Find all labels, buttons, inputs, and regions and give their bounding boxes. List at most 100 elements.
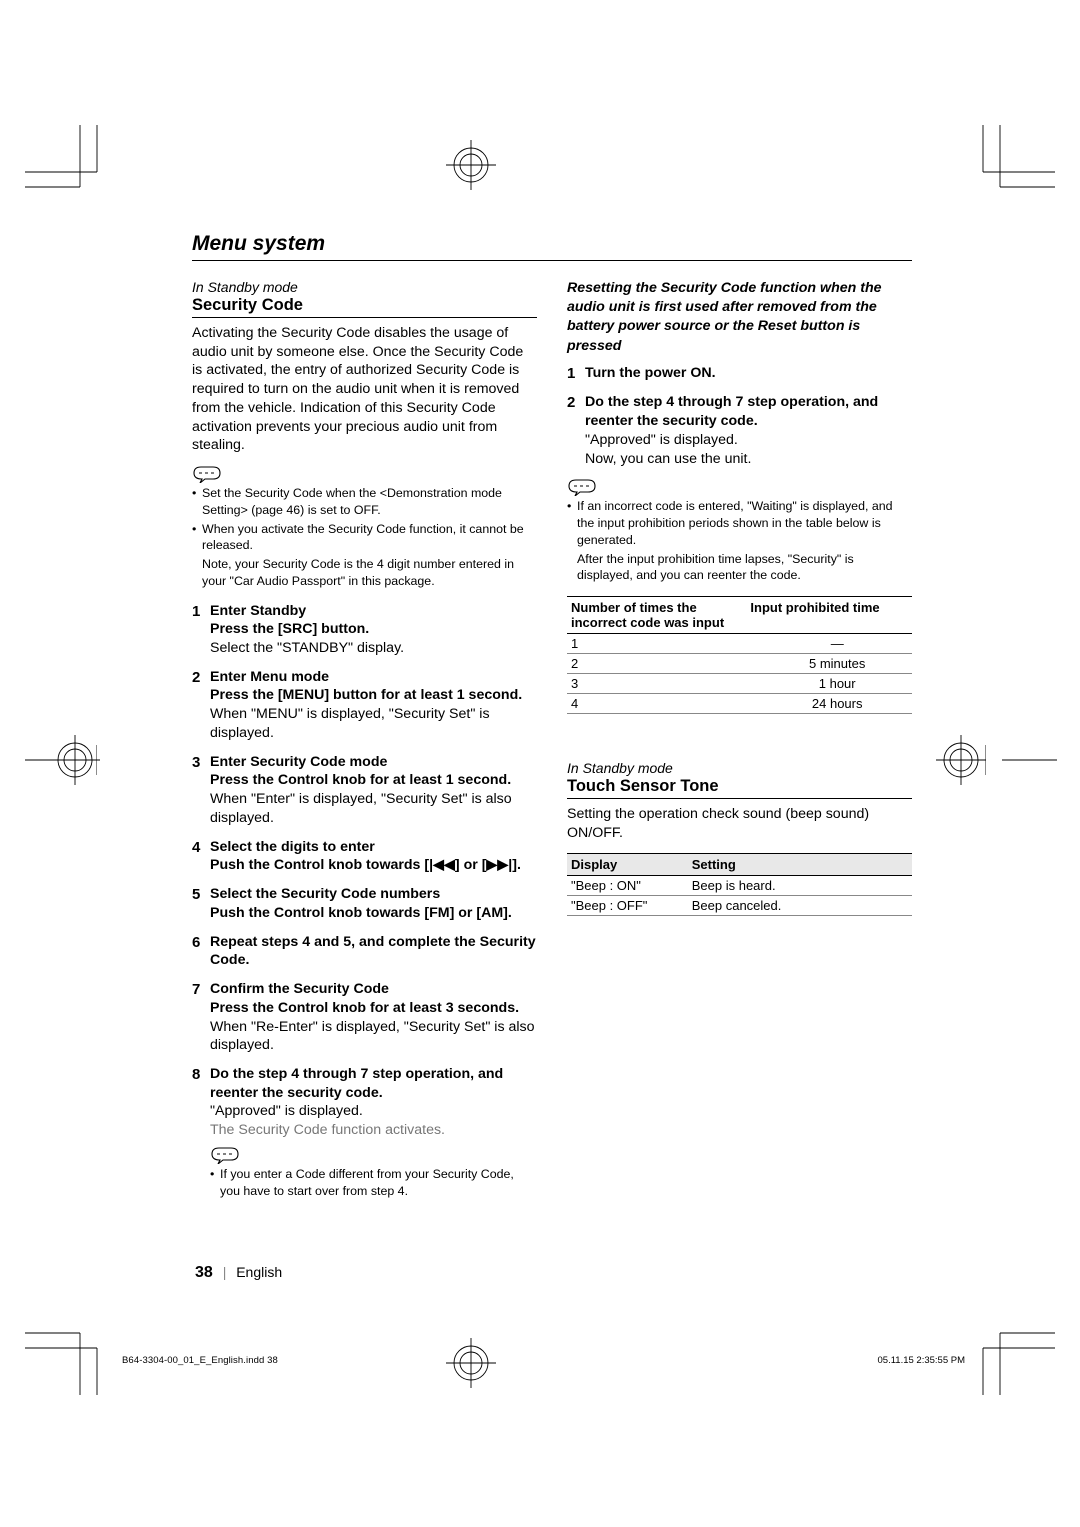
step: 2Enter Menu modePress the [MENU] button … [192,668,537,743]
touch-sensor-heading: Touch Sensor Tone [567,777,912,799]
table-cell: 1 hour [746,674,912,694]
table-row: 31 hour [567,674,912,694]
step: 7Confirm the Security CodePress the Cont… [192,980,537,1055]
step-text: "Approved" is displayed. [210,1102,537,1121]
step-number: 2 [192,668,210,743]
right-column: Resetting the Security Code function whe… [567,279,912,1211]
step-number: 7 [192,980,210,1055]
step: 1Turn the power ON. [567,364,912,384]
step: 5Select the Security Code numbersPush th… [192,885,537,922]
step-body: Enter Security Code modePress the Contro… [210,753,537,828]
timestamp: 05.11.15 2:35:55 PM [878,1355,966,1366]
step-bold: Press the Control knob for at least 1 se… [210,771,537,790]
manual-page: Menu system In Standby mode Security Cod… [192,232,912,1211]
step: 4Select the digits to enterPush the Cont… [192,838,537,875]
step-number: 1 [192,602,210,658]
note-icon [567,478,597,496]
table-row: "Beep : ON"Beep is heard. [567,875,912,895]
crop-mark-tr [865,125,1055,220]
table-cell: "Beep : OFF" [567,895,688,915]
note-text: If you enter a Code different from your … [220,1166,537,1199]
registration-mark-bottom [446,1338,496,1388]
step-body: Do the step 4 through 7 step operation, … [210,1065,537,1140]
table-header: Setting [688,853,912,875]
mode-label: In Standby mode [567,760,912,776]
step-bold: Do the step 4 through 7 step operation, … [210,1065,537,1102]
step-bold: Select the Security Code numbers [210,885,537,904]
step-bold: Do the step 4 through 7 step operation, … [585,393,912,430]
step-text: "Approved" is displayed. [585,431,912,450]
step: 8Do the step 4 through 7 step operation,… [192,1065,537,1140]
table-header: Number of times the incorrect code was i… [567,597,746,634]
step-bold: Turn the power ON. [585,364,912,383]
table-row: "Beep : OFF"Beep canceled. [567,895,912,915]
step-text: When "Re-Enter" is displayed, "Security … [210,1018,537,1055]
step-number: 1 [567,364,585,384]
step-body: Select the digits to enterPush the Contr… [210,838,537,875]
mode-label: In Standby mode [192,279,537,295]
step-bold: Enter Menu mode [210,668,537,687]
crop-mark-br [865,1300,1055,1395]
step-bold: Repeat steps 4 and 5, and complete the S… [210,933,537,970]
step-gray: The Security Code function activates. [210,1121,537,1140]
step-bold: Press the [MENU] button for at least 1 s… [210,686,537,705]
side-mark-left [25,735,97,785]
reset-steps: 1Turn the power ON.2Do the step 4 throug… [567,364,912,469]
table-header: Input prohibited time [746,597,912,634]
registration-mark-right [936,735,986,785]
reset-notes: •If an incorrect code is entered, "Waiti… [567,498,912,584]
table-cell: 2 [567,654,746,674]
step-number: 8 [192,1065,210,1140]
crop-mark-tl [25,125,215,220]
note-text: Set the Security Code when the <Demonstr… [202,485,537,518]
step-bold: Enter Standby [210,602,537,621]
beep-table: Display Setting "Beep : ON"Beep is heard… [567,853,912,916]
table-cell: "Beep : ON" [567,875,688,895]
note-continuation: After the input prohibition time lapses,… [577,551,912,584]
step-number: 5 [192,885,210,922]
page-footer: 38 | English [195,1264,282,1282]
step-bold: Press the Control knob for at least 3 se… [210,999,537,1018]
step: 3Enter Security Code modePress the Contr… [192,753,537,828]
step-bold: Select the digits to enter [210,838,537,857]
step: 2Do the step 4 through 7 step operation,… [567,393,912,468]
step-bold: Push the Control knob towards [|◀◀] or [… [210,856,537,875]
table-row: 424 hours [567,694,912,714]
step-body: Enter Menu modePress the [MENU] button f… [210,668,537,743]
step-number: 4 [192,838,210,875]
note-text: When you activate the Security Code func… [202,521,537,554]
crop-mark-bl [25,1300,215,1395]
touch-intro: Setting the operation check sound (beep … [567,805,912,842]
step-body: Confirm the Security CodePress the Contr… [210,980,537,1055]
security-code-heading: Security Code [192,296,537,318]
step-body: Enter StandbyPress the [SRC] button.Sele… [210,602,537,658]
step-text: When "Enter" is displayed, "Security Set… [210,790,537,827]
step-text: When "MENU" is displayed, "Security Set"… [210,705,537,742]
side-mark-right [985,735,1057,785]
table-cell: 5 minutes [746,654,912,674]
prohibition-table: Number of times the incorrect code was i… [567,596,912,714]
security-steps: 1Enter StandbyPress the [SRC] button.Sel… [192,602,537,1140]
step-text: Select the "STANDBY" display. [210,639,537,658]
step-bold: Enter Security Code mode [210,753,537,772]
table-row: 1— [567,634,912,654]
table-row: 25 minutes [567,654,912,674]
page-title: Menu system [192,232,912,256]
note-text: If an incorrect code is entered, "Waitin… [577,498,912,548]
page-language: English [236,1264,282,1280]
step-number: 6 [192,933,210,970]
step-body: Do the step 4 through 7 step operation, … [585,393,912,468]
step: 6Repeat steps 4 and 5, and complete the … [192,933,537,970]
title-rule [192,260,912,261]
step-number: 2 [567,393,585,468]
security-notes: •Set the Security Code when the <Demonst… [192,485,537,589]
table-cell: — [746,634,912,654]
table-cell: 1 [567,634,746,654]
table-cell: 3 [567,674,746,694]
step-bold: Confirm the Security Code [210,980,537,999]
note-icon [192,465,222,483]
step-footnote: •If you enter a Code different from your… [210,1166,537,1199]
note-icon [210,1146,240,1164]
table-header: Display [567,853,688,875]
registration-mark-top [446,140,496,190]
